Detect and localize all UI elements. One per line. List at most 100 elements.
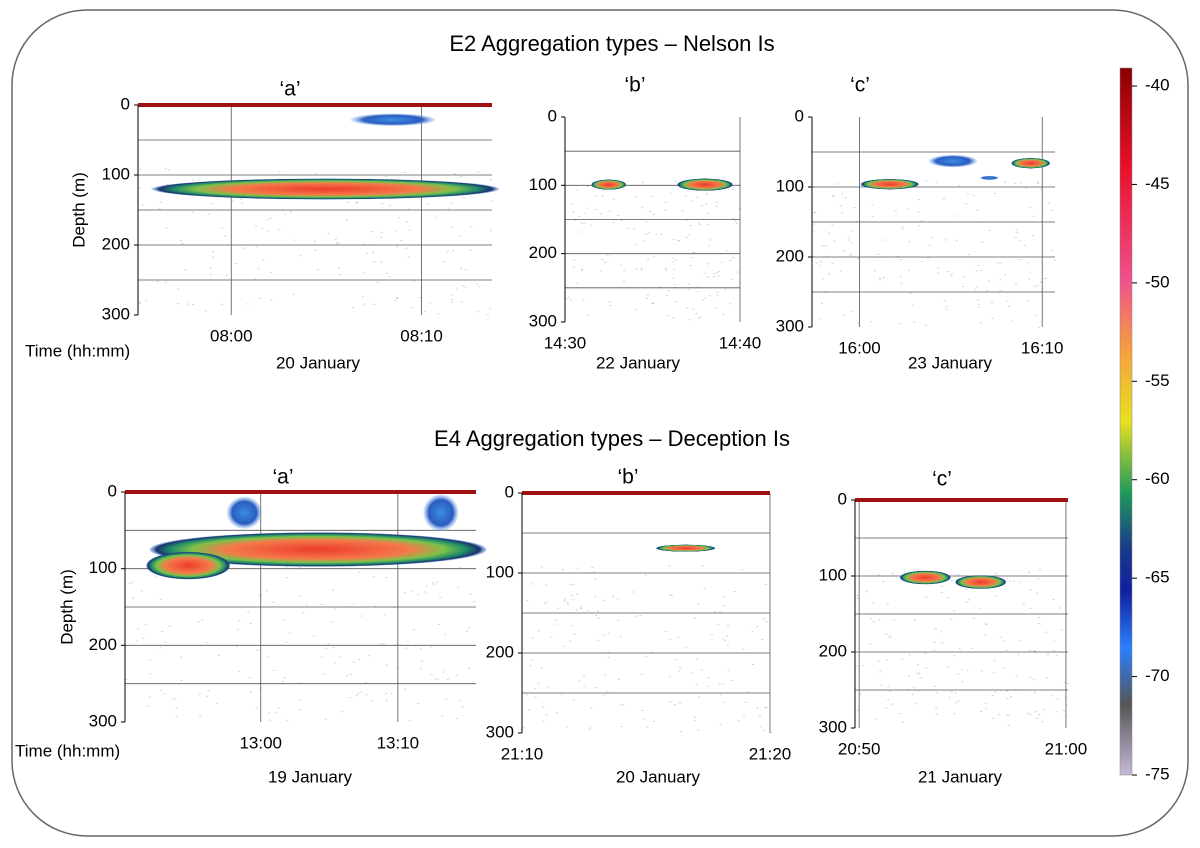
noise [689,225,692,227]
noise [882,580,885,582]
noise [955,702,958,704]
noise [149,673,152,675]
noise [259,687,262,689]
noise [672,277,675,279]
noise [270,272,273,274]
noise [870,618,873,620]
noise [843,250,846,252]
noise [384,692,387,694]
noise [913,687,916,689]
noise [966,193,969,195]
noise [255,225,258,227]
noise [730,679,733,681]
noise [356,202,359,204]
noise [967,254,970,256]
noise [380,261,383,263]
noise [450,226,453,228]
noise [612,198,615,200]
noise [755,626,758,628]
noise [406,641,409,643]
noise [641,710,644,712]
noise [469,249,472,251]
noise [687,234,690,236]
noise [950,273,953,275]
noise [645,656,648,658]
noise [958,185,961,187]
noise [584,212,587,214]
noise [723,605,726,607]
noise [566,601,569,603]
noise [312,635,315,637]
noise [579,222,582,224]
noise [1035,711,1038,713]
noise [460,301,463,303]
noise [712,272,715,274]
noise [742,648,745,650]
noise [856,595,859,597]
noise [164,641,167,643]
noise [300,568,303,570]
colorbar-label: -75 [1145,764,1170,783]
noise [281,680,284,682]
noise [708,295,711,297]
noise [424,591,427,593]
noise [1029,676,1032,678]
noise [571,625,574,627]
noise [699,316,702,318]
y-tick-label: 100 [89,558,117,577]
noise [617,678,620,680]
noise [166,183,169,185]
colorbar [1119,67,1133,776]
noise [490,200,493,202]
noise [565,726,568,728]
noise [357,693,360,695]
noise [729,260,732,262]
noise [413,280,416,282]
noise [693,252,696,254]
date-label: 21 January [918,767,1003,786]
noise [464,269,467,271]
noise [899,712,902,714]
noise [972,618,975,620]
date-label: 20 January [616,767,701,786]
noise [669,701,672,703]
aggregation [655,544,716,552]
noise [298,699,301,701]
noise [915,703,918,705]
noise [825,290,828,292]
noise [667,290,670,292]
noise [398,217,401,219]
noise [597,639,600,641]
noise [434,216,437,218]
noise [647,258,650,260]
noise [635,268,638,270]
noise [861,665,864,667]
noise [441,715,444,717]
noise [1052,598,1055,600]
noise [668,676,671,678]
noise [437,623,440,625]
noise [850,310,853,312]
noise [327,233,330,235]
noise [977,303,980,305]
noise [160,689,163,691]
noise [940,591,943,593]
noise [1034,314,1037,316]
noise [1023,245,1026,247]
noise [877,253,880,255]
noise [871,216,874,218]
noise [634,196,637,198]
noise [542,720,545,722]
y-tick-label: 300 [819,717,847,736]
noise [1053,640,1056,642]
noise [703,588,706,590]
noise [996,262,999,264]
noise [459,176,462,178]
noise [672,257,675,259]
noise [934,628,937,630]
noise [1016,231,1019,233]
noise [937,272,940,274]
noise [332,647,335,649]
noise [486,314,489,316]
noise [132,597,135,599]
